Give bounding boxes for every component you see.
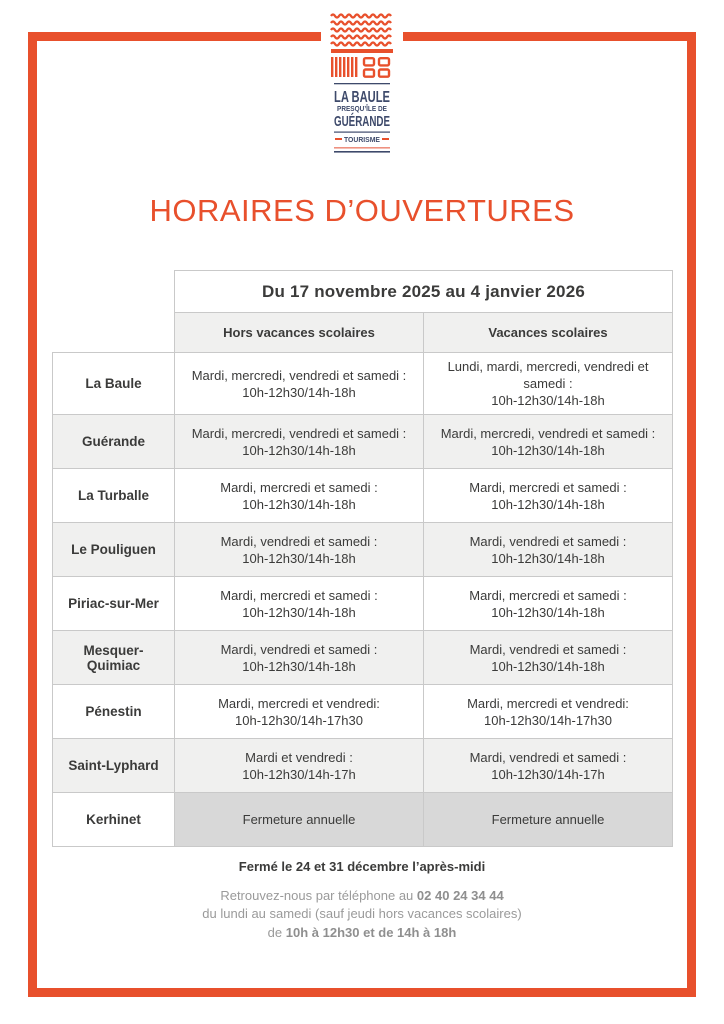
table-row-mesquer-quimiac: Mesquer-Quimiac Mardi, vendredi et samed… <box>52 630 673 685</box>
empty-corner <box>53 313 175 353</box>
column-header-holidays: Vacances scolaires <box>423 312 673 353</box>
off-season-cell: Mardi, mercredi et vendredi: 10h-12h30/1… <box>174 684 424 739</box>
table-row-la-turballe: La Turballe Mardi, mercredi et samedi : … <box>52 468 673 523</box>
cell-days: Mardi, mercredi et samedi : <box>220 479 378 495</box>
cell-days: Mardi et vendredi : <box>245 749 353 765</box>
holidays-cell: Mardi, vendredi et samedi : 10h-12h30/14… <box>423 522 673 577</box>
table-row-la-baule: La Baule Mardi, mercredi, vendredi et sa… <box>52 352 673 415</box>
table-row-piriac-sur-mer: Piriac-sur-Mer Mardi, mercredi et samedi… <box>52 576 673 631</box>
cell-days: Mardi, vendredi et samedi : <box>220 641 378 657</box>
phone-number: 02 40 24 34 44 <box>416 887 504 903</box>
cell-days: Mardi, vendredi et samedi : <box>469 533 627 549</box>
period-header-row: Du 17 novembre 2025 au 4 janvier 2026 <box>53 270 673 313</box>
cell-hours: 10h-12h30/14h-18h <box>491 604 605 620</box>
logo-name-line1: LA BAULE <box>334 89 390 106</box>
logo-waves-icon <box>330 13 392 47</box>
cell-days: Mardi, mercredi et samedi : <box>220 587 378 603</box>
cell-days: Mardi, mercredi, vendredi et samedi : <box>191 367 407 383</box>
cell-days: Mardi, mercredi et samedi : <box>469 587 627 603</box>
location-cell: Piriac-sur-Mer <box>52 576 175 631</box>
location-cell: Mesquer-Quimiac <box>52 630 175 685</box>
cell-days: Mardi, mercredi et vendredi: <box>218 695 380 711</box>
cell-days: Lundi, mardi, mercredi, vendredi et same… <box>447 359 649 391</box>
logo-stripes-icon <box>331 57 358 77</box>
cell-days: Mardi, mercredi et samedi : <box>469 479 627 495</box>
cell-hours: 10h-12h30/14h-18h <box>242 442 356 458</box>
table-row-kerhinet: Kerhinet Fermeture annuelle Fermeture an… <box>52 792 673 847</box>
days-line: du lundi au samedi (sauf jeudi hors vaca… <box>202 906 522 921</box>
logo: LA BAULE PRESQU’ÎLE DE GUÉRANDE TOURISME <box>321 10 403 160</box>
cell-hours: 10h-12h30/14h-18h <box>491 496 605 512</box>
off-season-cell: Mardi, mercredi, vendredi et samedi : 10… <box>174 414 424 469</box>
holidays-cell: Mardi, mercredi et samedi : 10h-12h30/14… <box>423 576 673 631</box>
holidays-cell: Fermeture annuelle <box>423 792 673 847</box>
off-season-cell: Mardi, vendredi et samedi : 10h-12h30/14… <box>174 522 424 577</box>
column-header-row: Hors vacances scolaires Vacances scolair… <box>53 312 673 353</box>
footer: Fermé le 24 et 31 décembre l’après-midi … <box>0 858 724 942</box>
logo-name-line3: GUÉRANDE <box>334 113 390 130</box>
phone-prefix: Retrouvez-nous par téléphone au <box>220 887 414 903</box>
cell-hours: 10h-12h30/14h-17h30 <box>484 712 612 728</box>
off-season-cell: Mardi, mercredi et samedi : 10h-12h30/14… <box>174 468 424 523</box>
logo-name-line2: PRESQU’ÎLE DE <box>337 104 387 113</box>
schedule-table: Du 17 novembre 2025 au 4 janvier 2026 Ho… <box>52 270 673 847</box>
phone-line: Retrouvez-nous par téléphone au 02 40 24… <box>0 887 724 906</box>
location-cell: Le Pouliguen <box>52 522 175 577</box>
cell-days: Mardi, mercredi, vendredi et samedi : <box>191 425 407 441</box>
cell-hours: 10h-12h30/14h-18h <box>242 384 356 400</box>
location-cell: La Turballe <box>52 468 175 523</box>
holidays-cell: Mardi, mercredi et vendredi: 10h-12h30/1… <box>423 684 673 739</box>
cell-days: Mardi, mercredi et vendredi: <box>467 695 629 711</box>
tourism-office-logo-icon: LA BAULE PRESQU’ÎLE DE GUÉRANDE TOURISME <box>330 13 393 153</box>
off-season-cell: Mardi et vendredi : 10h-12h30/14h-17h <box>174 738 424 793</box>
cell-days: Mardi, mercredi, vendredi et samedi : <box>440 425 656 441</box>
cell-hours: 10h-12h30/14h-18h <box>242 496 356 512</box>
cell-days: Fermeture annuelle <box>242 812 356 827</box>
location-cell: Guérande <box>52 414 175 469</box>
closed-notice: Fermé le 24 et 31 décembre l’après-midi <box>238 859 486 874</box>
hours-prefix: de <box>267 924 283 940</box>
location-cell: Kerhinet <box>52 792 175 847</box>
cell-hours: 10h-12h30/14h-18h <box>242 550 356 566</box>
cell-hours: 10h-12h30/14h-18h <box>491 393 605 408</box>
cell-hours: 10h-12h30/14h-18h <box>242 658 356 674</box>
location-cell: La Baule <box>52 352 175 415</box>
table-row-guerande: Guérande Mardi, mercredi, vendredi et sa… <box>52 414 673 469</box>
cell-hours: 10h-12h30/14h-18h <box>491 658 605 674</box>
table-row-saint-lyphard: Saint-Lyphard Mardi et vendredi : 10h-12… <box>52 738 673 793</box>
logo-tagline: TOURISME <box>344 137 380 144</box>
empty-corner <box>53 271 175 313</box>
hours-bold: 10h à 12h30 et de 14h à 18h <box>285 924 457 940</box>
cell-days: Fermeture annuelle <box>491 812 605 827</box>
holidays-cell: Mardi, vendredi et samedi : 10h-12h30/14… <box>423 738 673 793</box>
table-row-le-pouliguen: Le Pouliguen Mardi, vendredi et samedi :… <box>52 522 673 577</box>
cell-days: Mardi, vendredi et samedi : <box>469 749 627 765</box>
page-title: HORAIRES D’OUVERTURES <box>149 193 575 228</box>
column-header-off-season: Hors vacances scolaires <box>174 312 424 353</box>
period-header: Du 17 novembre 2025 au 4 janvier 2026 <box>174 270 673 313</box>
holidays-cell: Mardi, mercredi et samedi : 10h-12h30/14… <box>423 468 673 523</box>
location-cell: Pénestin <box>52 684 175 739</box>
off-season-cell: Mardi, mercredi et samedi : 10h-12h30/14… <box>174 576 424 631</box>
cell-hours: 10h-12h30/14h-18h <box>491 550 605 566</box>
cell-hours: 10h-12h30/14h-18h <box>242 604 356 620</box>
location-cell: Saint-Lyphard <box>52 738 175 793</box>
cell-hours: 10h-12h30/14h-17h <box>242 766 356 782</box>
table-row-penestin: Pénestin Mardi, mercredi et vendredi: 10… <box>52 684 673 739</box>
holidays-cell: Lundi, mardi, mercredi, vendredi et same… <box>423 352 673 415</box>
off-season-cell: Mardi, vendredi et samedi : 10h-12h30/14… <box>174 630 424 685</box>
cell-hours: 10h-12h30/14h-18h <box>491 442 605 458</box>
cell-days: Mardi, vendredi et samedi : <box>469 641 627 657</box>
holidays-cell: Mardi, vendredi et samedi : 10h-12h30/14… <box>423 630 673 685</box>
cell-hours: 10h-12h30/14h-17h <box>491 766 605 782</box>
logo-bar <box>331 49 393 53</box>
cell-days: Mardi, vendredi et samedi : <box>220 533 378 549</box>
off-season-cell: Fermeture annuelle <box>174 792 424 847</box>
off-season-cell: Mardi, mercredi, vendredi et samedi : 10… <box>174 352 424 415</box>
cell-hours: 10h-12h30/14h-17h30 <box>235 712 363 728</box>
logo-squares-icon <box>362 57 391 78</box>
hours-line: de 10h à 12h30 et de 14h à 18h <box>0 924 724 943</box>
holidays-cell: Mardi, mercredi, vendredi et samedi : 10… <box>423 414 673 469</box>
